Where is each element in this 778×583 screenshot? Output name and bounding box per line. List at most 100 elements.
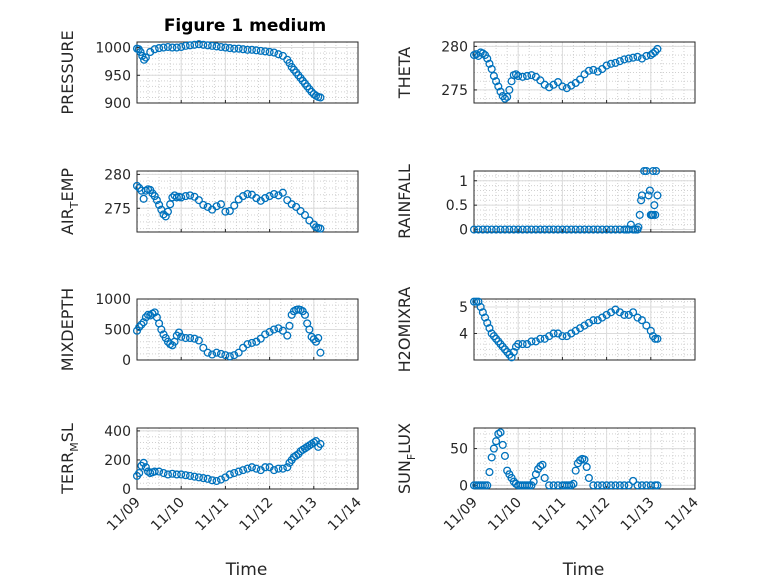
data-point — [549, 80, 558, 89]
data-point — [225, 470, 234, 479]
data-point — [569, 479, 578, 488]
data-point — [518, 225, 527, 234]
data-point — [640, 166, 649, 176]
data-point — [194, 196, 203, 205]
figure-title: Figure 1 medium — [164, 16, 326, 36]
axes-box — [136, 427, 359, 490]
data-point — [564, 481, 574, 490]
data-point — [496, 87, 505, 96]
data-point — [203, 41, 212, 50]
data-point — [620, 55, 629, 64]
y-axis-label: AIRTEMP — [58, 168, 81, 235]
data-point — [483, 225, 492, 234]
y-tick-label: 400 — [104, 424, 131, 440]
y-tick-label: 0 — [122, 353, 131, 369]
data-point — [269, 48, 279, 57]
data-point — [478, 225, 487, 234]
data-point — [527, 337, 536, 346]
data-point — [141, 53, 150, 62]
data-point — [185, 471, 195, 480]
data-point — [505, 225, 514, 234]
data-point — [274, 50, 283, 59]
subplot-5: 0 500 1000 MIXDEPTH — [58, 288, 359, 371]
data-point — [483, 54, 492, 63]
data-point — [261, 194, 270, 203]
data-point — [212, 476, 221, 486]
y-tick-label: 900 — [104, 96, 131, 112]
y-axis-label: PRESSURE — [58, 30, 77, 114]
data-point — [505, 85, 514, 94]
axes-box — [473, 41, 696, 104]
data-point — [536, 334, 545, 343]
data-point — [252, 464, 261, 473]
data-point — [480, 481, 490, 490]
y-tick-label: 1000 — [95, 41, 131, 57]
data-point — [190, 40, 199, 49]
data-point — [489, 444, 498, 453]
data-point — [216, 349, 226, 358]
axes-box — [136, 170, 359, 233]
subplot-4: 0 0.5 1 RAINFALL — [395, 164, 696, 239]
data-point — [278, 464, 287, 473]
data-point — [216, 42, 226, 52]
data-point — [163, 207, 172, 216]
data-point — [545, 83, 554, 92]
data-point — [172, 43, 181, 52]
data-point — [653, 334, 662, 343]
data-point — [230, 351, 239, 360]
data-point — [150, 308, 159, 317]
data-point — [292, 202, 301, 211]
data-point — [212, 42, 221, 51]
data-point — [637, 481, 647, 490]
data-point — [216, 200, 226, 209]
data-point — [540, 225, 549, 234]
data-point — [181, 471, 190, 480]
data-point — [274, 324, 283, 333]
data-point — [527, 71, 536, 80]
data-point — [582, 462, 591, 472]
data-point — [265, 327, 274, 336]
data-point — [296, 206, 305, 216]
y-tick-label: 275 — [104, 201, 131, 217]
axes-box — [473, 170, 696, 233]
data-point — [155, 44, 164, 53]
y-tick-label: 500 — [104, 323, 131, 339]
data-point — [283, 331, 292, 340]
data-point — [230, 44, 239, 53]
data-point — [247, 45, 256, 54]
data-point — [208, 350, 217, 359]
data-point — [181, 333, 190, 343]
data-point — [492, 77, 501, 86]
data-point — [261, 463, 270, 472]
data-point — [485, 468, 494, 477]
data-point — [602, 61, 611, 70]
data-point — [536, 76, 545, 85]
data-point — [300, 310, 310, 319]
y-tick-label: 0 — [459, 223, 468, 239]
data-point — [234, 348, 243, 357]
data-point — [503, 92, 512, 101]
y-axis-label: SUNFLUX — [395, 423, 418, 494]
data-point — [212, 202, 221, 211]
data-point — [152, 196, 161, 205]
data-point — [278, 188, 287, 197]
y-tick-label: 4 — [459, 326, 468, 342]
axes-box — [473, 427, 696, 490]
data-point — [593, 67, 602, 76]
data-point — [483, 481, 492, 490]
y-axis-label: MIXDEPTH — [58, 288, 77, 371]
data-point — [316, 224, 325, 233]
data-point — [651, 210, 660, 219]
y-tick-label: 0 — [122, 482, 131, 498]
data-point — [558, 332, 567, 341]
data-point — [527, 225, 536, 234]
data-point — [620, 225, 629, 234]
data-point — [615, 481, 624, 490]
data-point — [580, 225, 589, 234]
data-point — [141, 313, 150, 322]
data-point — [203, 474, 212, 483]
data-point — [208, 476, 217, 485]
data-point — [496, 428, 505, 437]
data-point — [181, 192, 190, 201]
